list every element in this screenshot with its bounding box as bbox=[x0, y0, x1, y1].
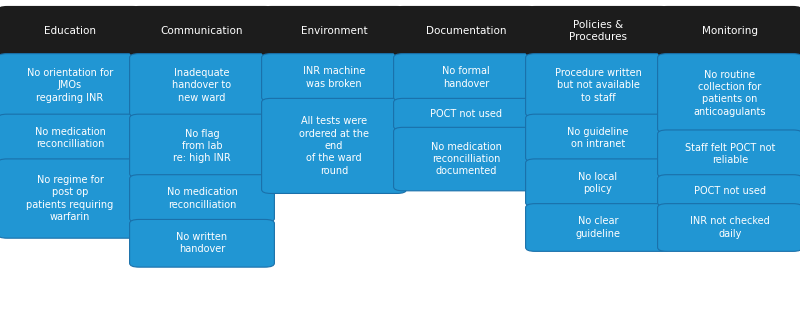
Text: INR machine
was broken: INR machine was broken bbox=[303, 66, 365, 89]
FancyBboxPatch shape bbox=[394, 127, 538, 191]
FancyBboxPatch shape bbox=[394, 98, 538, 130]
Text: All tests were
ordered at the
end
of the ward
round: All tests were ordered at the end of the… bbox=[299, 116, 369, 176]
Text: No formal
handover: No formal handover bbox=[442, 66, 490, 89]
Text: No medication
reconcilliation: No medication reconcilliation bbox=[166, 187, 238, 210]
Text: Procedure written
but not available
to staff: Procedure written but not available to s… bbox=[554, 68, 642, 103]
Text: No clear
guideline: No clear guideline bbox=[575, 216, 621, 239]
FancyBboxPatch shape bbox=[130, 6, 274, 57]
FancyBboxPatch shape bbox=[130, 219, 274, 267]
Text: No local
policy: No local policy bbox=[578, 171, 618, 194]
FancyBboxPatch shape bbox=[526, 204, 670, 251]
Text: No routine
collection for
patients on
anticoagulants: No routine collection for patients on an… bbox=[694, 70, 766, 117]
Text: Communication: Communication bbox=[161, 26, 243, 36]
FancyBboxPatch shape bbox=[130, 54, 274, 117]
Text: No orientation for
JMOs
regarding INR: No orientation for JMOs regarding INR bbox=[27, 68, 113, 103]
FancyBboxPatch shape bbox=[0, 54, 142, 117]
FancyBboxPatch shape bbox=[526, 159, 670, 207]
Text: No medication
reconcilliation
documented: No medication reconcilliation documented bbox=[430, 142, 502, 176]
FancyBboxPatch shape bbox=[0, 6, 142, 57]
Text: POCT not used: POCT not used bbox=[430, 109, 502, 119]
FancyBboxPatch shape bbox=[394, 54, 538, 101]
FancyBboxPatch shape bbox=[658, 6, 800, 57]
Text: Policies &
Procedures: Policies & Procedures bbox=[569, 20, 627, 42]
FancyBboxPatch shape bbox=[130, 114, 274, 178]
FancyBboxPatch shape bbox=[262, 98, 406, 193]
FancyBboxPatch shape bbox=[526, 6, 670, 57]
FancyBboxPatch shape bbox=[0, 114, 142, 162]
Text: No written
handover: No written handover bbox=[177, 232, 227, 255]
FancyBboxPatch shape bbox=[658, 130, 800, 178]
Text: No medication
reconcilliation: No medication reconcilliation bbox=[34, 127, 106, 149]
Text: No guideline
on intranet: No guideline on intranet bbox=[567, 127, 629, 149]
Text: Environment: Environment bbox=[301, 26, 367, 36]
Text: No regime for
post op
patients requiring
warfarin: No regime for post op patients requiring… bbox=[26, 175, 114, 222]
FancyBboxPatch shape bbox=[658, 175, 800, 207]
FancyBboxPatch shape bbox=[658, 54, 800, 133]
Text: Inadequate
handover to
new ward: Inadequate handover to new ward bbox=[173, 68, 231, 103]
FancyBboxPatch shape bbox=[262, 54, 406, 101]
Text: POCT not used: POCT not used bbox=[694, 186, 766, 196]
FancyBboxPatch shape bbox=[0, 159, 142, 238]
Text: Documentation: Documentation bbox=[426, 26, 506, 36]
FancyBboxPatch shape bbox=[262, 6, 406, 57]
FancyBboxPatch shape bbox=[526, 114, 670, 162]
FancyBboxPatch shape bbox=[130, 175, 274, 222]
Text: Education: Education bbox=[44, 26, 96, 36]
Text: Staff felt POCT not
reliable: Staff felt POCT not reliable bbox=[685, 142, 775, 165]
FancyBboxPatch shape bbox=[658, 204, 800, 251]
Text: No flag
from lab
re: high INR: No flag from lab re: high INR bbox=[173, 129, 231, 163]
FancyBboxPatch shape bbox=[394, 6, 538, 57]
Text: INR not checked
daily: INR not checked daily bbox=[690, 216, 770, 239]
Text: Monitoring: Monitoring bbox=[702, 26, 758, 36]
FancyBboxPatch shape bbox=[526, 54, 670, 117]
